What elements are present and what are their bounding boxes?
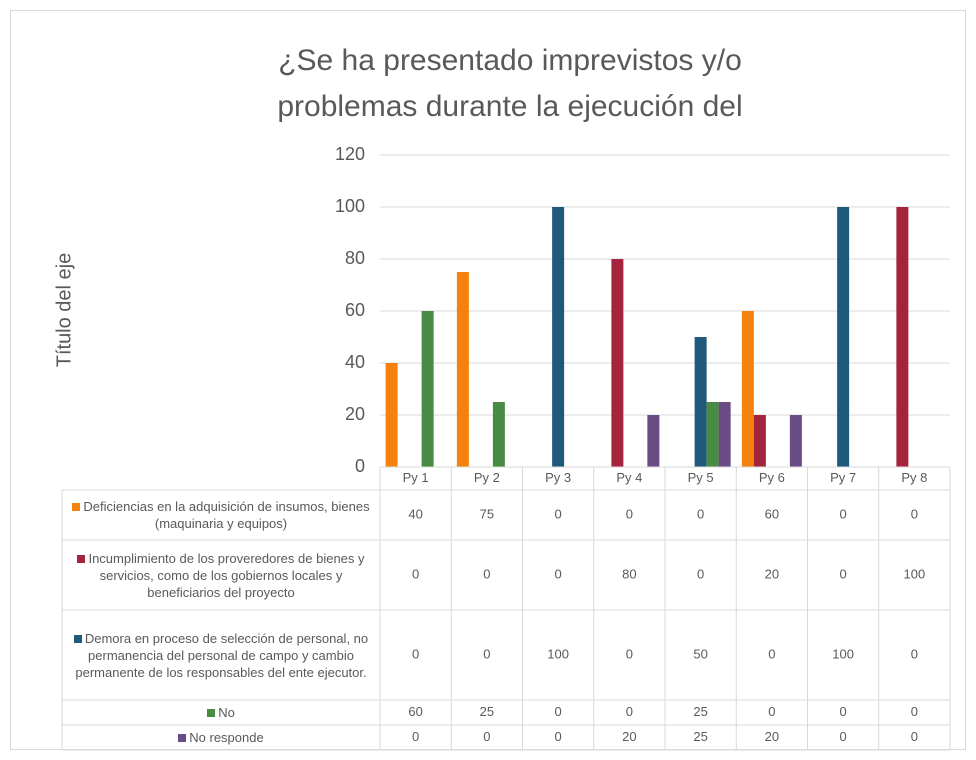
table-value: 25 <box>693 704 707 719</box>
legend-swatch <box>77 554 86 563</box>
series-label-cell: No responde <box>62 725 380 750</box>
table-value: 40 <box>408 506 422 521</box>
legend-entry: No responde <box>178 729 264 746</box>
table-value: 0 <box>626 704 633 719</box>
table-value: 0 <box>911 646 918 661</box>
table-value: 0 <box>697 506 704 521</box>
table-value: 0 <box>483 729 490 744</box>
series-label-cell: Deficiencias en la adquisición de insumo… <box>62 490 380 540</box>
bar <box>789 415 802 467</box>
x-tick-label: Py 4 <box>616 470 642 485</box>
bar <box>492 402 505 467</box>
bar <box>611 259 624 467</box>
table-value: 20 <box>765 566 779 581</box>
series-label-cell: Incumplimiento de los proveredores de bi… <box>62 540 380 610</box>
table-value: 25 <box>693 729 707 744</box>
x-tick-label: Py 6 <box>759 470 785 485</box>
table-value: 0 <box>840 704 847 719</box>
table-value: 0 <box>911 729 918 744</box>
x-tick-label: Py 8 <box>901 470 927 485</box>
y-tick-label: 40 <box>345 352 365 372</box>
table-value: 0 <box>768 704 775 719</box>
table-value: 75 <box>480 506 494 521</box>
x-tick-label: Py 5 <box>688 470 714 485</box>
table-value: 0 <box>555 729 562 744</box>
x-tick-label: Py 7 <box>830 470 856 485</box>
y-tick-label: 120 <box>335 144 365 164</box>
table-value: 0 <box>483 566 490 581</box>
chart-border <box>10 10 966 750</box>
table-value: 0 <box>768 646 775 661</box>
bar <box>896 207 909 467</box>
legend-swatch <box>178 734 187 742</box>
legend-label: Demora en proceso de selección de person… <box>75 630 369 680</box>
table-value: 100 <box>547 646 569 661</box>
table-value: 0 <box>911 704 918 719</box>
bar <box>694 337 707 467</box>
bar <box>385 363 398 467</box>
table-value: 0 <box>840 506 847 521</box>
series-label-cell: Demora en proceso de selección de person… <box>62 610 380 700</box>
legend-entry: Incumplimiento de los proveredores de bi… <box>68 550 374 601</box>
table-value: 0 <box>412 566 419 581</box>
legend-swatch <box>207 709 216 717</box>
table-value: 80 <box>622 566 636 581</box>
legend-label: No <box>218 705 235 720</box>
legend-swatch <box>73 634 82 643</box>
table-value: 0 <box>555 506 562 521</box>
legend-entry: Deficiencias en la adquisición de insumo… <box>68 498 374 532</box>
y-tick-label: 80 <box>345 248 365 268</box>
table-value: 0 <box>555 704 562 719</box>
x-tick-label: Py 1 <box>403 470 429 485</box>
table-value: 0 <box>412 729 419 744</box>
table-value: 100 <box>904 566 926 581</box>
table-value: 60 <box>765 506 779 521</box>
table-value: 100 <box>832 646 854 661</box>
table-value: 0 <box>840 566 847 581</box>
series-label-cell: No <box>62 700 380 725</box>
table-value: 0 <box>483 646 490 661</box>
table-value: 20 <box>622 729 636 744</box>
bar <box>456 272 469 467</box>
bar <box>421 311 434 467</box>
bar <box>753 415 766 467</box>
bar <box>718 402 731 467</box>
bar <box>552 207 565 467</box>
table-value: 0 <box>412 646 419 661</box>
bar <box>837 207 850 467</box>
y-tick-label: 20 <box>345 404 365 424</box>
bar <box>706 402 719 467</box>
legend-entry: No <box>207 704 235 721</box>
title-box: ¿Se ha presentado imprevistos y/o proble… <box>277 44 743 138</box>
table-value: 25 <box>480 704 494 719</box>
table-value: 0 <box>840 729 847 744</box>
legend-label: Incumplimiento de los proveredores de bi… <box>88 550 365 600</box>
y-tick-label: 100 <box>335 196 365 216</box>
table-value: 50 <box>693 646 707 661</box>
table-value: 0 <box>911 506 918 521</box>
legend-swatch <box>72 503 81 511</box>
table-value: 0 <box>697 566 704 581</box>
bar <box>647 415 660 467</box>
table-value: 0 <box>626 506 633 521</box>
table-value: 60 <box>408 704 422 719</box>
legend-label: No responde <box>189 730 264 745</box>
y-axis-title: Título del eje <box>53 253 75 368</box>
y-tick-label: 60 <box>345 300 365 320</box>
table-value: 20 <box>765 729 779 744</box>
legend-label: Deficiencias en la adquisición de insumo… <box>83 499 370 531</box>
x-tick-label: Py 3 <box>545 470 571 485</box>
legend-entry: Demora en proceso de selección de person… <box>68 630 374 681</box>
x-tick-label: Py 2 <box>474 470 500 485</box>
y-tick-label: 0 <box>355 456 365 476</box>
table-value: 0 <box>626 646 633 661</box>
table-value: 0 <box>555 566 562 581</box>
chart-title: ¿Se ha presentado imprevistos y/o proble… <box>277 44 743 138</box>
bar <box>741 311 754 467</box>
